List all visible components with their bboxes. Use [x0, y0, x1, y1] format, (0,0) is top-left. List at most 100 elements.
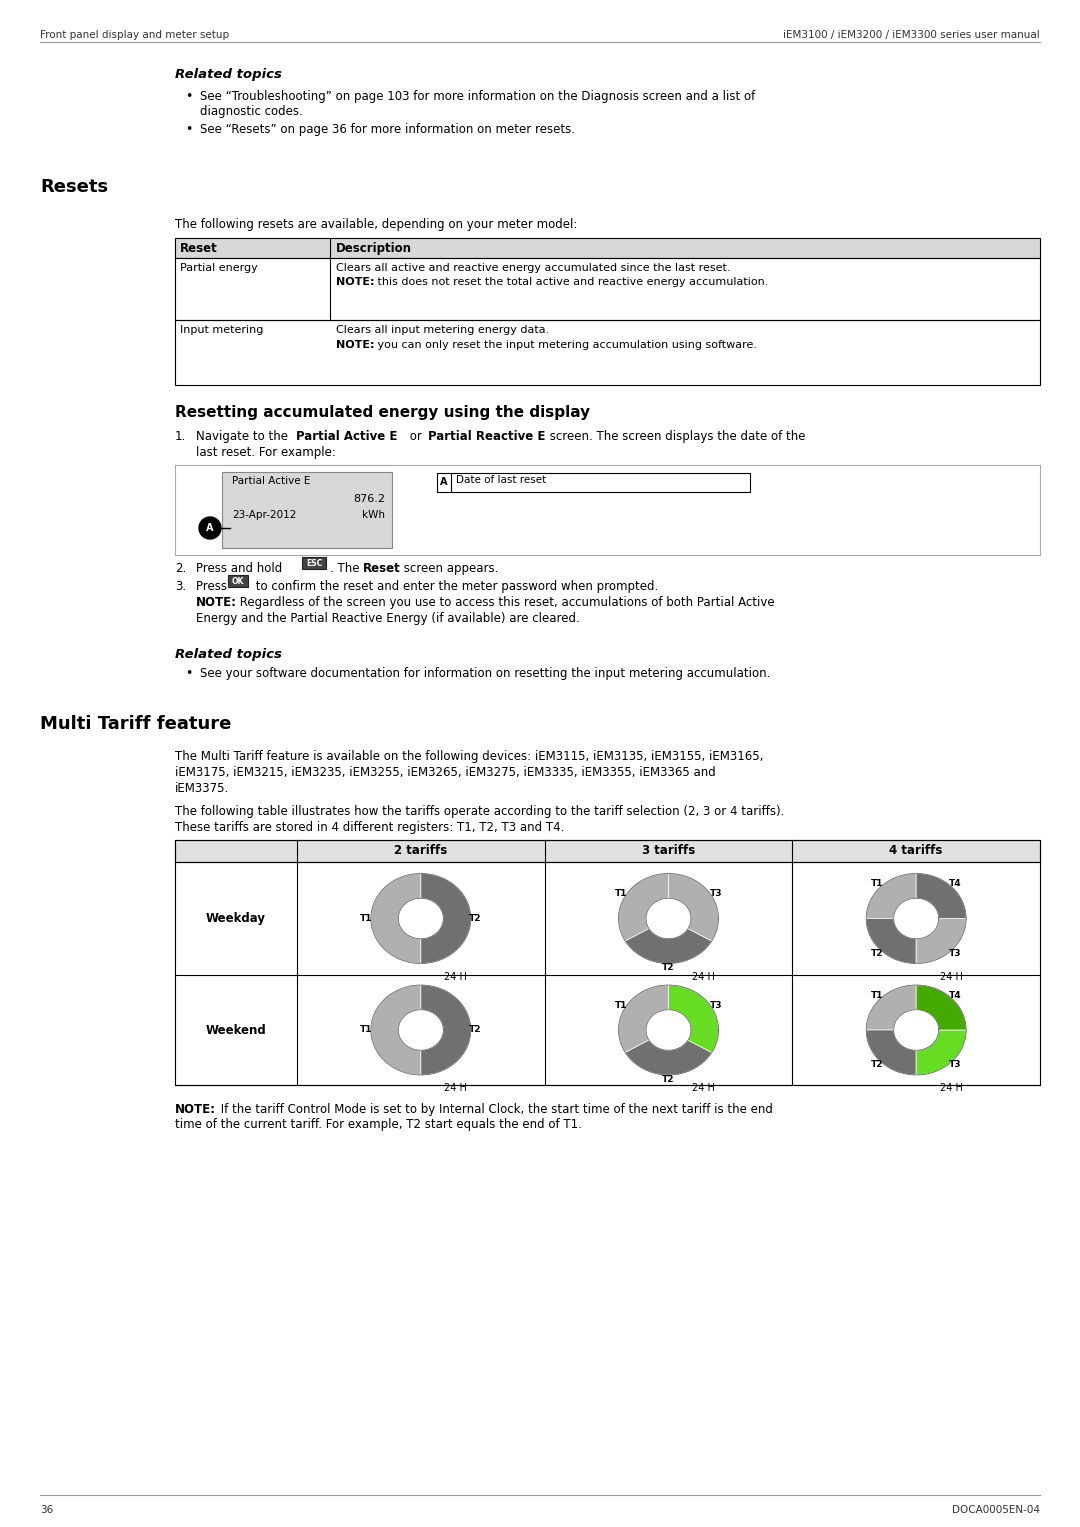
Text: 24 H: 24 H — [692, 971, 715, 982]
Bar — [175, 840, 1040, 863]
Text: kWh: kWh — [362, 510, 384, 521]
Text: diagnostic codes.: diagnostic codes. — [200, 105, 302, 118]
Text: The following resets are available, depending on your meter model:: The following resets are available, depe… — [175, 218, 578, 231]
Polygon shape — [619, 873, 669, 941]
Text: 1.: 1. — [175, 431, 186, 443]
Text: this does not reset the total active and reactive energy accumulation.: this does not reset the total active and… — [374, 276, 768, 287]
Bar — [437, 473, 750, 492]
Text: Multi Tariff feature: Multi Tariff feature — [40, 715, 231, 733]
Text: Partial Reactive E: Partial Reactive E — [428, 431, 545, 443]
Text: The following table illustrates how the tariffs operate according to the tariff : The following table illustrates how the … — [175, 805, 784, 818]
Polygon shape — [625, 928, 712, 964]
Text: T1: T1 — [872, 991, 883, 1000]
Text: Partial energy: Partial energy — [180, 263, 258, 273]
Text: DOCA0005EN-04: DOCA0005EN-04 — [951, 1506, 1040, 1515]
Text: to confirm the reset and enter the meter password when prompted.: to confirm the reset and enter the meter… — [252, 580, 658, 592]
Polygon shape — [619, 985, 669, 1052]
Text: Partial Active E: Partial Active E — [296, 431, 397, 443]
Text: T4: T4 — [948, 880, 961, 889]
Text: •: • — [185, 90, 192, 102]
Polygon shape — [421, 985, 471, 1075]
Polygon shape — [421, 873, 471, 964]
Text: NOTE:: NOTE: — [336, 276, 375, 287]
Text: Description: Description — [336, 241, 411, 255]
Text: These tariffs are stored in 4 different registers: T1, T2, T3 and T4.: These tariffs are stored in 4 different … — [175, 822, 565, 834]
Circle shape — [199, 518, 221, 539]
Text: Weekend: Weekend — [205, 1023, 267, 1037]
Polygon shape — [916, 1031, 967, 1075]
Text: 24 H: 24 H — [444, 1083, 468, 1093]
Text: Date of last reset: Date of last reset — [456, 475, 546, 486]
Text: Reset: Reset — [363, 562, 401, 576]
Text: 4 tariffs: 4 tariffs — [890, 844, 943, 858]
Text: 876.2: 876.2 — [353, 495, 384, 504]
Text: 24 H: 24 H — [444, 971, 468, 982]
Text: 2 tariffs: 2 tariffs — [394, 844, 447, 858]
Text: Front panel display and meter setup: Front panel display and meter setup — [40, 31, 229, 40]
Text: iEM3175, iEM3215, iEM3235, iEM3255, iEM3265, iEM3275, iEM3335, iEM3355, iEM3365 : iEM3175, iEM3215, iEM3235, iEM3255, iEM3… — [175, 767, 716, 779]
Bar — [302, 557, 326, 570]
Text: time of the current tariff. For example, T2 start equals the end of T1.: time of the current tariff. For example,… — [175, 1118, 582, 1132]
Text: iEM3100 / iEM3200 / iEM3300 series user manual: iEM3100 / iEM3200 / iEM3300 series user … — [783, 31, 1040, 40]
Text: If the tariff Control Mode is set to by Internal Clock, the start time of the ne: If the tariff Control Mode is set to by … — [217, 1102, 773, 1116]
Text: screen appears.: screen appears. — [400, 562, 498, 576]
Text: screen. The screen displays the date of the: screen. The screen displays the date of … — [546, 431, 806, 443]
Polygon shape — [916, 919, 967, 964]
Text: •: • — [185, 667, 192, 680]
Text: The Multi Tariff feature is available on the following devices: iEM3115, iEM3135: The Multi Tariff feature is available on… — [175, 750, 764, 764]
Text: 23-Apr-2012: 23-Apr-2012 — [232, 510, 296, 521]
Text: Input metering: Input metering — [180, 325, 264, 334]
Text: •: • — [185, 124, 192, 136]
Text: Resetting accumulated energy using the display: Resetting accumulated energy using the d… — [175, 405, 590, 420]
Text: T1: T1 — [615, 889, 627, 898]
Text: you can only reset the input metering accumulation using software.: you can only reset the input metering ac… — [374, 341, 757, 350]
Text: T3: T3 — [710, 889, 723, 898]
Text: NOTE:: NOTE: — [195, 596, 237, 609]
Text: See “Troubleshooting” on page 103 for more information on the Diagnosis screen a: See “Troubleshooting” on page 103 for mo… — [200, 90, 755, 102]
Text: T3: T3 — [710, 1000, 723, 1009]
Bar — [222, 472, 392, 548]
Polygon shape — [916, 985, 967, 1031]
Text: Resets: Resets — [40, 179, 108, 195]
Text: T2: T2 — [662, 1075, 675, 1084]
Bar — [175, 466, 1040, 554]
Text: last reset. For example:: last reset. For example: — [195, 446, 336, 460]
Text: See “Resets” on page 36 for more information on meter resets.: See “Resets” on page 36 for more informa… — [200, 124, 575, 136]
Text: T1: T1 — [872, 880, 883, 889]
Text: T1: T1 — [615, 1000, 627, 1009]
Text: Reset: Reset — [180, 241, 218, 255]
Polygon shape — [625, 1040, 712, 1075]
Bar — [175, 840, 1040, 1086]
Text: Weekday: Weekday — [206, 912, 266, 925]
Text: T2: T2 — [662, 964, 675, 973]
Text: 36: 36 — [40, 1506, 53, 1515]
Text: iEM3375.: iEM3375. — [175, 782, 229, 796]
Text: Press: Press — [195, 580, 231, 592]
Text: T2: T2 — [469, 1026, 482, 1034]
Text: Regardless of the screen you use to access this reset, accumulations of both Par: Regardless of the screen you use to acce… — [237, 596, 774, 609]
Text: 24 H: 24 H — [940, 1083, 962, 1093]
Text: T2: T2 — [872, 1060, 883, 1069]
Text: or: or — [406, 431, 426, 443]
Text: NOTE:: NOTE: — [336, 341, 375, 350]
Polygon shape — [866, 1031, 916, 1075]
Polygon shape — [866, 919, 916, 964]
Polygon shape — [866, 873, 916, 919]
Text: See your software documentation for information on resetting the input metering : See your software documentation for info… — [200, 667, 770, 680]
Text: A: A — [206, 524, 214, 533]
Text: Clears all active and reactive energy accumulated since the last reset.: Clears all active and reactive energy ac… — [336, 263, 730, 273]
Text: 3 tariffs: 3 tariffs — [642, 844, 696, 858]
Text: T1: T1 — [360, 915, 373, 922]
Text: 24 H: 24 H — [940, 971, 962, 982]
Bar — [175, 321, 1040, 385]
Polygon shape — [916, 873, 967, 919]
Text: . The: . The — [330, 562, 363, 576]
Text: ESC: ESC — [306, 559, 322, 568]
Bar — [175, 238, 1040, 258]
Polygon shape — [669, 873, 718, 941]
Text: T2: T2 — [872, 948, 883, 957]
Text: Navigate to the: Navigate to the — [195, 431, 292, 443]
Text: Energy and the Partial Reactive Energy (if available) are cleared.: Energy and the Partial Reactive Energy (… — [195, 612, 580, 625]
Polygon shape — [370, 985, 421, 1075]
Text: Press and hold: Press and hold — [195, 562, 286, 576]
